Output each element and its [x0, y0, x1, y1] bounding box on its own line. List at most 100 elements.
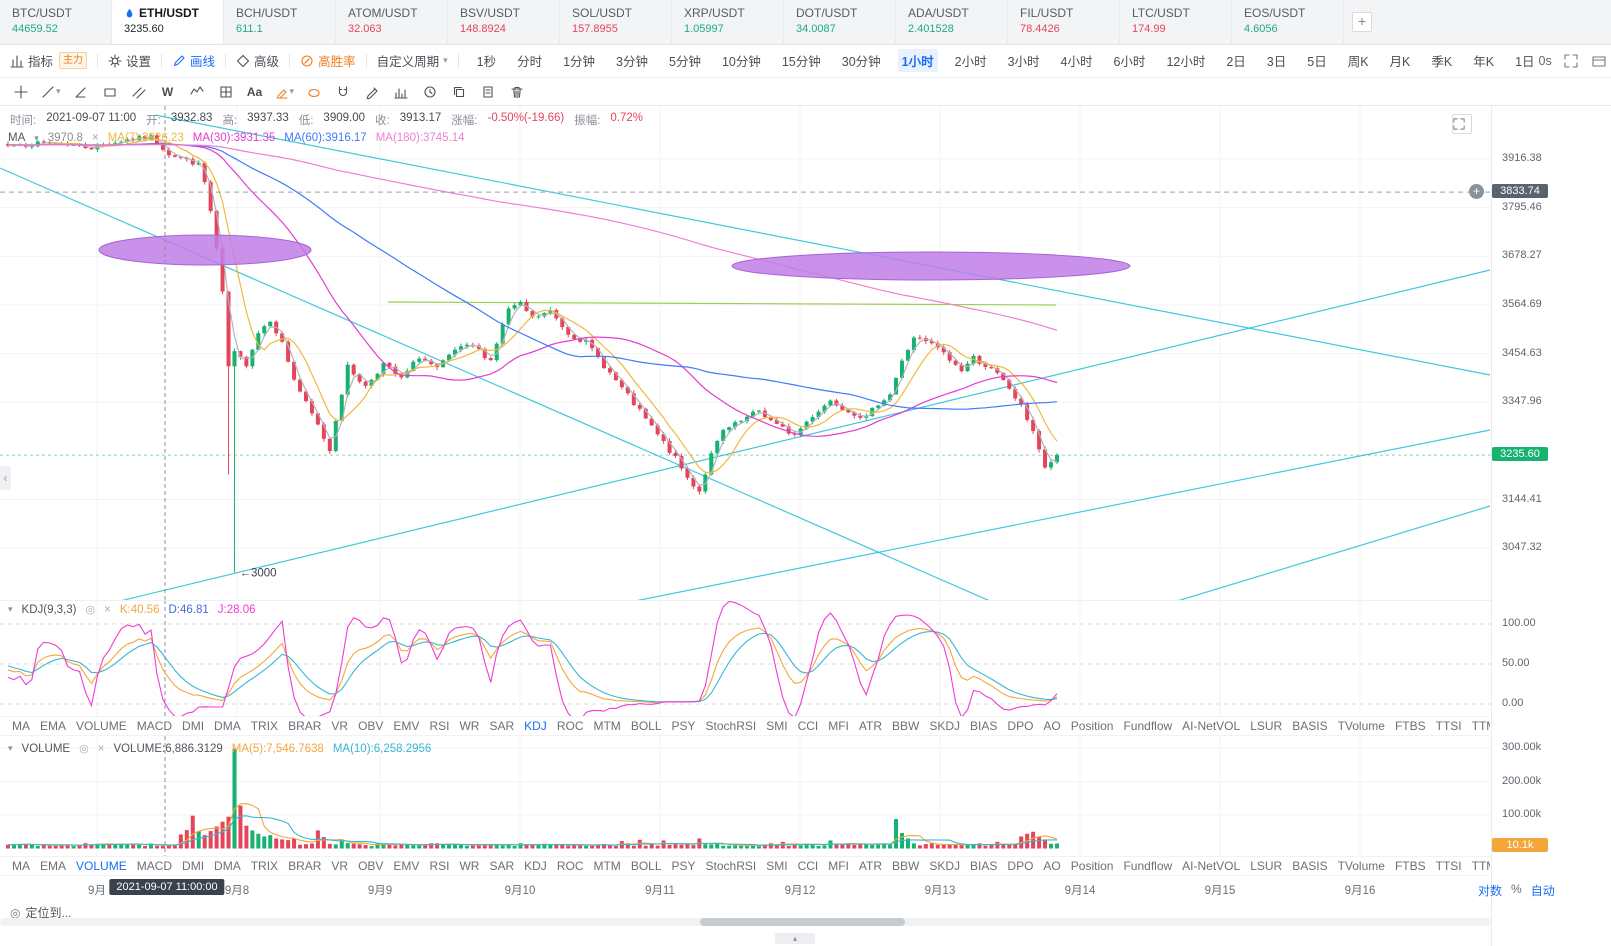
- alert-price-tag[interactable]: 3833.74: [1492, 184, 1548, 199]
- indicator-tab-macd[interactable]: MACD: [136, 859, 173, 873]
- axis-option-自动[interactable]: 自动: [1530, 884, 1555, 898]
- indicator-tab-basis[interactable]: BASIS: [1292, 719, 1328, 733]
- indicator-tab-emv[interactable]: EMV: [393, 719, 420, 733]
- order-list-tool[interactable]: [479, 82, 497, 102]
- price-axis-panel[interactable]: [1491, 106, 1611, 946]
- indicator-tab-ema[interactable]: EMA: [40, 859, 67, 873]
- toolbar-button-自定义周期[interactable]: 自定义周期 ▾: [377, 51, 448, 70]
- ray-tool[interactable]: [72, 82, 90, 102]
- candlestick-chart[interactable]: ←3000: [0, 106, 1491, 600]
- kdj-indicator-chart[interactable]: [0, 600, 1491, 716]
- indicator-tab-ma[interactable]: MA: [12, 719, 30, 733]
- indicator-tab-dmi[interactable]: DMI: [182, 859, 205, 873]
- indicator-tab-skdj[interactable]: SKDJ: [929, 859, 961, 873]
- indicator-tab-mtm[interactable]: MTM: [593, 719, 621, 733]
- indicator-tab-volume[interactable]: VOLUME: [76, 859, 127, 873]
- shape-tool[interactable]: [305, 82, 323, 102]
- crosshair-tool[interactable]: [12, 82, 30, 102]
- indicator-tab-mfi[interactable]: MFI: [828, 719, 849, 733]
- period-6小时[interactable]: 6小时: [1113, 55, 1146, 69]
- rectangle-tool[interactable]: [101, 82, 119, 102]
- locate-button[interactable]: ◎ 定位到...: [10, 904, 72, 921]
- indicator-tab-ai-netvol[interactable]: AI-NetVOL: [1182, 719, 1241, 733]
- indicator-tab-ema[interactable]: EMA: [40, 719, 67, 733]
- toolbar-button-指标[interactable]: 指标 主力: [10, 51, 88, 70]
- indicator-tab-vr[interactable]: VR: [331, 719, 349, 733]
- period-3小时[interactable]: 3小时: [1007, 55, 1040, 69]
- trend-line-tool[interactable]: ▾: [41, 82, 61, 102]
- indicator-tab-wr[interactable]: WR: [459, 859, 480, 873]
- indicator-tab-atr[interactable]: ATR: [858, 859, 883, 873]
- position-tool[interactable]: [217, 82, 235, 102]
- period-5分钟[interactable]: 5分钟: [669, 55, 701, 69]
- indicator-tab-obv[interactable]: OBV: [358, 859, 384, 873]
- indicator-tab-brar[interactable]: BRAR: [288, 859, 322, 873]
- period-1秒[interactable]: 1秒: [476, 55, 497, 69]
- chart-expand-icon[interactable]: [1452, 114, 1472, 134]
- indicator-tab-ttmu[interactable]: TTMU: [1471, 719, 1490, 733]
- pair-tab-bch-usdt[interactable]: BCH/USDT 611.1: [224, 0, 336, 44]
- period-3日[interactable]: 3日: [1266, 55, 1287, 69]
- indicator-tab-dma[interactable]: DMA: [214, 859, 241, 873]
- copy-tool[interactable]: [450, 82, 468, 102]
- toolbar-button-画线[interactable]: 画线: [172, 51, 215, 70]
- indicator-tab-sar[interactable]: SAR: [489, 859, 515, 873]
- indicator-tab-dmi[interactable]: DMI: [182, 719, 205, 733]
- pair-tab-fil-usdt[interactable]: FIL/USDT 78.4426: [1008, 0, 1120, 44]
- wave-tool[interactable]: W: [159, 82, 177, 102]
- volume-chart[interactable]: [0, 736, 1491, 856]
- window-layout-icon[interactable]: [1590, 51, 1608, 71]
- magnet-tool[interactable]: [334, 82, 352, 102]
- indicator-tab-obv[interactable]: OBV: [358, 719, 384, 733]
- indicator-tab-roc[interactable]: ROC: [556, 859, 584, 873]
- pair-tab-ada-usdt[interactable]: ADA/USDT 2.401528: [896, 0, 1008, 44]
- period-12小时[interactable]: 12小时: [1166, 55, 1206, 69]
- indicator-tab-dma[interactable]: DMA: [214, 719, 241, 733]
- marker-tool[interactable]: ▾: [275, 82, 294, 102]
- indicator-tab-psy[interactable]: PSY: [671, 719, 696, 733]
- pattern-tool[interactable]: [188, 82, 206, 102]
- indicator-tab-mfi[interactable]: MFI: [828, 859, 849, 873]
- pair-tab-xrp-usdt[interactable]: XRP/USDT 1.05997: [672, 0, 784, 44]
- toolbar-button-设置[interactable]: 设置: [108, 51, 151, 70]
- period-3分钟[interactable]: 3分钟: [616, 55, 648, 69]
- indicator-tab-kdj[interactable]: KDJ: [524, 859, 547, 873]
- period-30分钟[interactable]: 30分钟: [841, 55, 881, 69]
- indicator-tab-ftbs[interactable]: FTBS: [1394, 859, 1426, 873]
- indicator-tab-rsi[interactable]: RSI: [429, 859, 450, 873]
- period-1分钟[interactable]: 1分钟: [563, 55, 596, 69]
- time-axis[interactable]: 2021-09-07 11:00:00 9月 9月8 9月9 9月10 9月11 9月12…: [0, 876, 1490, 900]
- parallel-channel-tool[interactable]: [130, 82, 148, 102]
- axis-option-%[interactable]: %: [1511, 882, 1522, 896]
- period-季K[interactable]: 季K: [1431, 55, 1453, 69]
- indicator-tab-bias[interactable]: BIAS: [970, 719, 998, 733]
- pair-tab-atom-usdt[interactable]: ATOM/USDT 32.063: [336, 0, 448, 44]
- period-15分钟[interactable]: 15分钟: [781, 55, 821, 69]
- period-2日[interactable]: 2日: [1226, 55, 1246, 69]
- pencil-tool[interactable]: [363, 82, 381, 102]
- indicator-tab-ma[interactable]: MA: [12, 859, 30, 873]
- indicator-tab-cci[interactable]: CCI: [797, 719, 819, 733]
- period-2小时[interactable]: 2小时: [954, 55, 987, 69]
- pair-tab-bsv-usdt[interactable]: BSV/USDT 148.8924: [448, 0, 560, 44]
- indicator-tab-vr[interactable]: VR: [331, 859, 349, 873]
- indicator-tab-psy[interactable]: PSY: [671, 859, 696, 873]
- period-1小时[interactable]: 1小时: [897, 49, 938, 72]
- indicator-tab-skdj[interactable]: SKDJ: [929, 719, 961, 733]
- pair-tab-btc-usdt[interactable]: BTC/USDT 44659.52: [0, 0, 112, 44]
- indicator-tab-kdj[interactable]: KDJ: [524, 719, 547, 733]
- indicator-tab-emv[interactable]: EMV: [393, 859, 420, 873]
- indicator-tab-ao[interactable]: AO: [1043, 859, 1061, 873]
- period-月K[interactable]: 月K: [1389, 55, 1411, 69]
- indicator-tab-sar[interactable]: SAR: [489, 719, 515, 733]
- indicator-tab-volume[interactable]: VOLUME: [76, 719, 127, 733]
- indicator-tab-position[interactable]: Position: [1070, 859, 1114, 873]
- indicator-tab-ai-netvol[interactable]: AI-NetVOL: [1182, 859, 1241, 873]
- indicator-tab-fundflow[interactable]: Fundflow: [1123, 859, 1173, 873]
- pair-tab-sol-usdt[interactable]: SOL/USDT 157.8955: [560, 0, 672, 44]
- indicator-tab-roc[interactable]: ROC: [556, 719, 584, 733]
- indicator-tab-position[interactable]: Position: [1070, 719, 1114, 733]
- indicator-tab-basis[interactable]: BASIS: [1292, 859, 1328, 873]
- indicator-tab-fundflow[interactable]: Fundflow: [1123, 719, 1173, 733]
- indicator-tab-ao[interactable]: AO: [1043, 719, 1061, 733]
